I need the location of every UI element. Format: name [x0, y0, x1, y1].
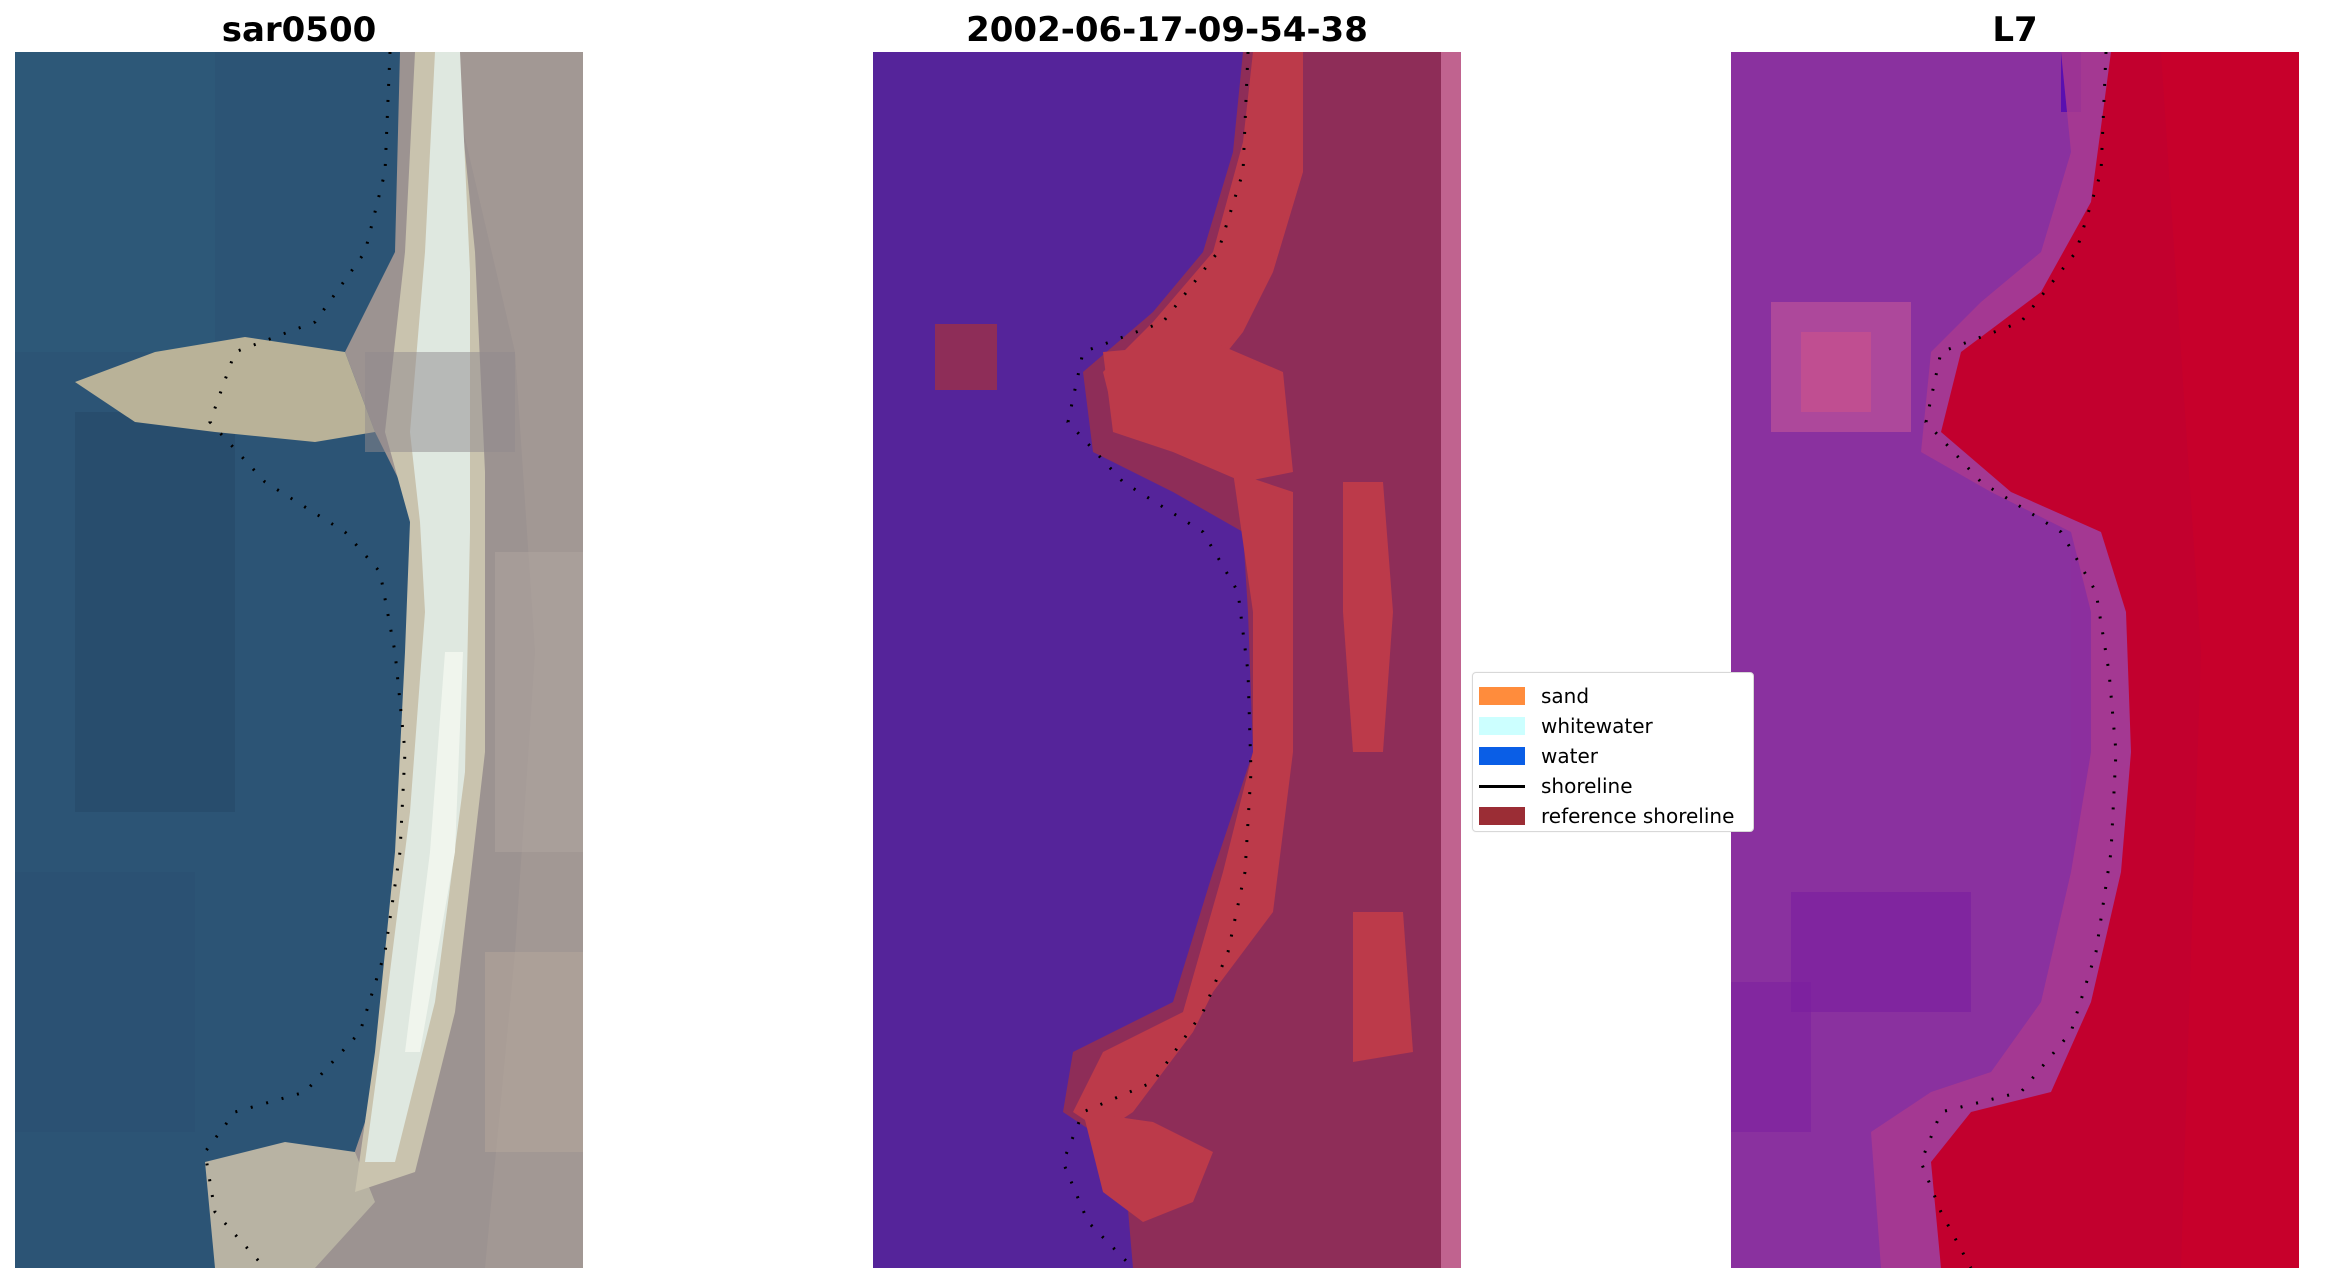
legend-label-reference-shoreline: reference shoreline	[1541, 804, 1735, 828]
legend-label-shoreline: shoreline	[1541, 774, 1633, 798]
rgb-image-panel	[15, 52, 583, 1268]
legend-label-water: water	[1541, 744, 1598, 768]
panel-title-index: L7	[1992, 10, 2038, 50]
legend-item-reference-shoreline: reference shoreline	[1479, 803, 1734, 829]
shoreline-line-icon	[1479, 784, 1525, 788]
legend-item-water: water	[1479, 743, 1598, 769]
panel-title-classified: 2002-06-17-09-54-38	[966, 10, 1368, 50]
legend-label-sand: sand	[1541, 684, 1590, 708]
classified-image-panel	[873, 52, 1461, 1268]
legend-item-shoreline: shoreline	[1479, 773, 1633, 799]
rgb-satellite-image	[15, 52, 583, 1268]
sand-swatch	[1479, 687, 1525, 705]
reference-shoreline-swatch	[1479, 807, 1525, 825]
legend: sand whitewater water shoreline referenc…	[1472, 672, 1754, 832]
legend-label-whitewater: whitewater	[1541, 714, 1653, 738]
legend-item-sand: sand	[1479, 683, 1589, 709]
legend-item-whitewater: whitewater	[1479, 713, 1653, 739]
panel-title-rgb: sar0500	[221, 10, 377, 50]
index-image	[1731, 52, 2299, 1268]
water-swatch	[1479, 747, 1525, 765]
classified-image	[873, 52, 1461, 1268]
index-image-panel	[1731, 52, 2299, 1268]
whitewater-swatch	[1479, 717, 1525, 735]
